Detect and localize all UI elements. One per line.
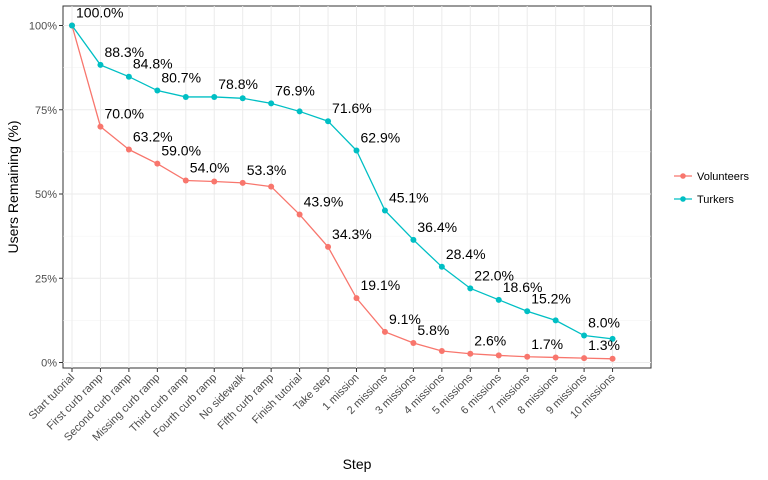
data-point-volunteers <box>268 183 275 190</box>
data-point-volunteers <box>581 355 588 362</box>
data-label-volunteers: 53.3% <box>247 162 287 178</box>
y-tick-label: 100% <box>29 21 57 33</box>
data-point-turkers <box>182 93 189 100</box>
y-tick-label: 50% <box>35 189 57 201</box>
data-point-volunteers <box>467 350 474 357</box>
data-label-turkers: 88.3% <box>104 44 144 60</box>
data-point-volunteers <box>524 353 531 360</box>
y-tick-label: 25% <box>35 273 57 285</box>
data-label-turkers: 100.0% <box>76 5 123 21</box>
data-label-volunteers: 2.6% <box>474 333 506 349</box>
y-axis: 0% 25% 50% 75% 100% <box>29 21 63 370</box>
data-point-turkers <box>239 95 246 102</box>
data-point-volunteers <box>325 243 332 250</box>
data-label-turkers: 45.1% <box>389 190 429 206</box>
data-point-turkers <box>381 207 388 214</box>
data-point-turkers <box>296 108 303 115</box>
legend: Volunteers Turkers <box>674 171 749 206</box>
data-point-volunteers <box>609 355 616 362</box>
data-point-volunteers <box>552 354 559 361</box>
data-label-turkers: 76.9% <box>275 82 315 98</box>
data-point-volunteers <box>381 328 388 335</box>
data-label-turkers: 80.7% <box>161 70 201 86</box>
data-label-turkers: 22.0% <box>474 267 514 283</box>
data-point-turkers <box>97 61 104 68</box>
legend-volunteers-marker <box>680 173 686 179</box>
series-line-volunteers <box>71 25 613 360</box>
data-point-volunteers <box>125 146 132 153</box>
data-label-volunteers: 43.9% <box>304 194 344 210</box>
data-labels: 70.0% 63.2%59.0%54.0% 53.3% 43.9% 34.3% 19.1%… <box>76 5 620 354</box>
data-label-volunteers: 54.0% <box>190 160 230 176</box>
data-point-turkers <box>581 332 588 339</box>
data-point-turkers <box>325 118 332 125</box>
legend-volunteers-label: Volunteers <box>697 171 749 183</box>
data-point-turkers <box>410 236 417 243</box>
data-point-volunteers <box>296 211 303 218</box>
y-tick-label: 0% <box>41 358 57 370</box>
x-axis-title: Step <box>343 456 372 472</box>
data-point-volunteers <box>239 179 246 186</box>
data-point-turkers <box>438 263 445 270</box>
y-tick-label: 75% <box>35 105 57 117</box>
data-point-volunteers <box>495 352 502 359</box>
data-label-volunteers: 5.8% <box>417 322 449 338</box>
data-label-volunteers: 59.0% <box>161 143 201 159</box>
data-label-volunteers: 9.1% <box>389 311 421 327</box>
series-group <box>69 22 616 362</box>
data-label-turkers: 62.9% <box>361 130 401 146</box>
data-label-turkers: 71.6% <box>332 100 372 116</box>
data-label-volunteers: 70.0% <box>104 106 144 122</box>
data-point-volunteers <box>211 178 218 185</box>
data-label-volunteers: 34.3% <box>332 226 372 242</box>
data-point-volunteers <box>97 123 104 130</box>
data-label-turkers: 15.2% <box>531 290 571 306</box>
data-point-volunteers <box>182 177 189 184</box>
data-point-turkers <box>125 73 132 80</box>
data-label-volunteers: 19.1% <box>361 277 401 293</box>
data-label-volunteers: 63.2% <box>133 129 173 145</box>
data-point-turkers <box>524 308 531 315</box>
data-point-turkers <box>353 147 360 154</box>
data-point-turkers <box>268 100 275 107</box>
data-label-turkers: 8.0% <box>588 315 620 331</box>
data-point-turkers <box>154 87 161 94</box>
data-label-turkers: 78.8% <box>218 76 258 92</box>
data-point-turkers <box>552 317 559 324</box>
data-label-turkers: 84.8% <box>133 56 173 72</box>
legend-turkers-label: Turkers <box>697 194 734 206</box>
y-axis-title: Users Remaining (%) <box>5 120 21 253</box>
legend-turkers-marker <box>680 196 686 202</box>
data-point-volunteers <box>154 160 161 167</box>
data-point-volunteers <box>410 339 417 346</box>
data-point-turkers <box>69 22 75 29</box>
series-line-turkers <box>71 25 613 340</box>
data-point-turkers <box>467 285 474 292</box>
data-label-turkers: 36.4% <box>417 219 457 235</box>
data-label-turkers: 28.4% <box>446 246 486 262</box>
data-point-turkers <box>609 335 616 342</box>
data-label-volunteers: 1.3% <box>588 337 620 353</box>
data-point-volunteers <box>353 295 360 302</box>
data-label-volunteers: 1.7% <box>531 336 563 352</box>
data-point-turkers <box>211 93 218 100</box>
data-point-volunteers <box>438 348 445 355</box>
data-point-turkers <box>495 296 502 303</box>
data-label-turkers: 18.6% <box>503 279 543 295</box>
